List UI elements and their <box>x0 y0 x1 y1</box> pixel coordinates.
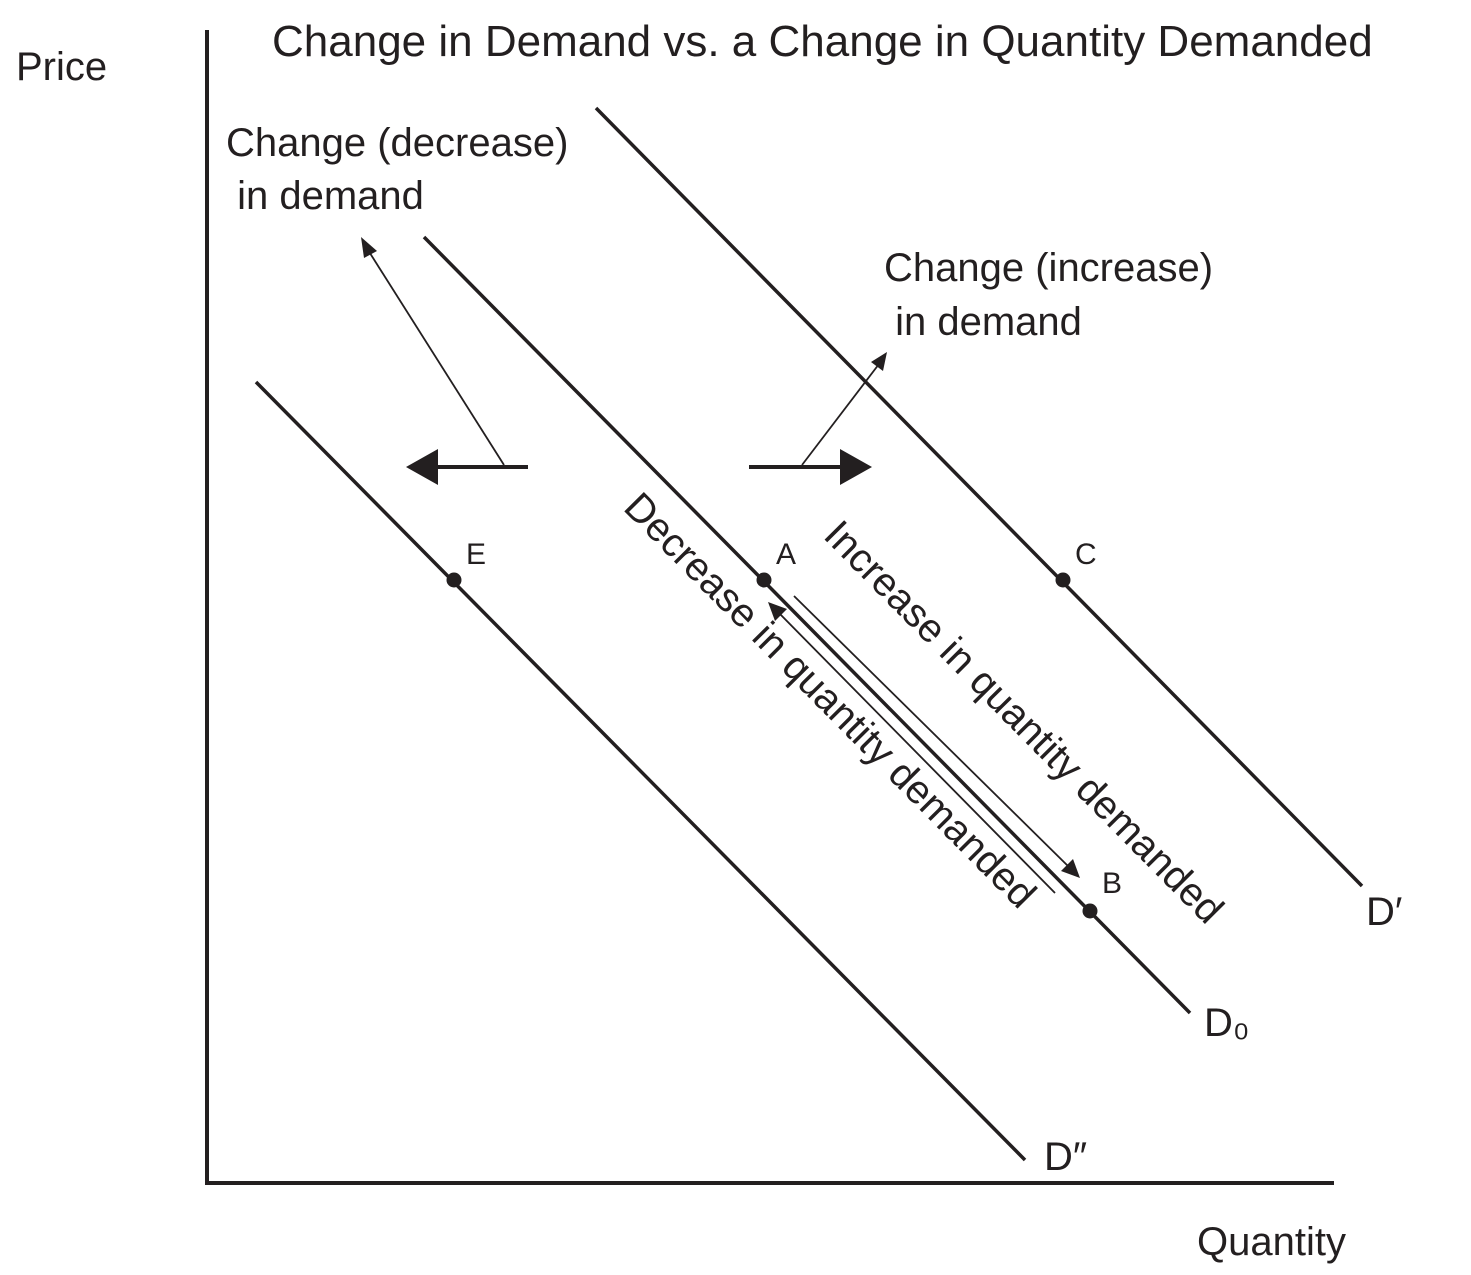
diagram-title: Change in Demand vs. a Change in Quantit… <box>272 17 1373 66</box>
curve-label-d-prime: D′ <box>1366 890 1402 934</box>
increase-demand-pointer <box>801 352 887 466</box>
shift-right-arrow <box>749 449 872 485</box>
point-label-c: C <box>1075 538 1097 571</box>
increase-quantity-demanded-arrow <box>793 595 1080 878</box>
increase-in-demand-line-2: in demand <box>884 300 1082 344</box>
decrease-in-demand-line-1: Change (decrease) <box>226 121 568 165</box>
demand-curve-d-double-prime <box>254 380 1027 1162</box>
point-label-b: B <box>1102 867 1122 900</box>
decrease-demand-pointer <box>361 237 505 466</box>
point-b <box>1082 903 1098 919</box>
point-label-e: E <box>466 538 486 571</box>
curve-label-d0: D₀ <box>1204 1001 1250 1045</box>
demand-curve-d-prime <box>594 106 1364 888</box>
point-label-a: A <box>776 538 796 571</box>
x-axis-label: Quantity <box>1197 1220 1346 1264</box>
decrease-in-demand-note: Change (decrease) in demand <box>226 121 580 218</box>
decrease-in-demand-line-2: in demand <box>226 174 424 218</box>
shift-left-arrow <box>406 449 528 485</box>
point-c <box>1055 572 1071 588</box>
increase-in-demand-note: Change (increase) in demand <box>884 246 1224 344</box>
increase-in-demand-line-1: Change (increase) <box>884 246 1213 290</box>
decrease-quantity-demanded-arrow <box>768 602 1056 894</box>
curve-label-d-double-prime: D″ <box>1044 1135 1087 1179</box>
y-axis-label: Price <box>16 45 107 89</box>
demand-curve-d0 <box>422 235 1192 1015</box>
point-e <box>446 572 462 588</box>
point-a <box>756 572 772 588</box>
